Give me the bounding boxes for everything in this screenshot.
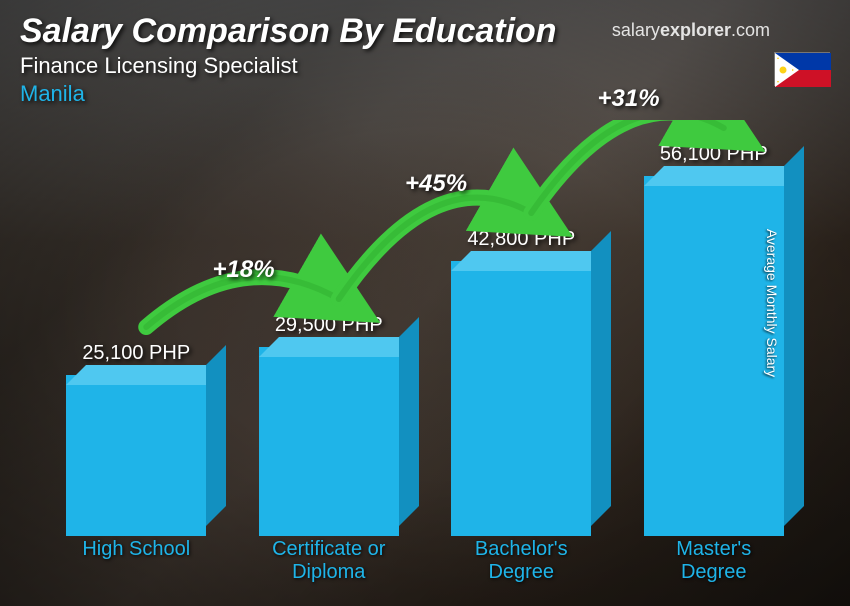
bar-category-label: Certificate orDiploma <box>239 538 419 586</box>
watermark-suffix: explorer <box>660 20 731 40</box>
bar-group: 29,500 PHP <box>239 314 419 536</box>
bar-category-label: Bachelor'sDegree <box>431 538 611 586</box>
x-axis-labels: High School Certificate orDiplomaBachelor… <box>40 538 810 586</box>
bar-3d <box>451 261 591 536</box>
bar-value-label: 25,100 PHP <box>82 342 190 365</box>
bar-value-label: 42,800 PHP <box>467 228 575 251</box>
chart-subtitle: Finance Licensing Specialist <box>20 53 830 79</box>
bar-value-label: 29,500 PHP <box>275 314 383 337</box>
flag-icon <box>774 52 830 86</box>
bar-3d <box>259 347 399 536</box>
bar-value-label: 56,100 PHP <box>660 143 768 166</box>
bar-category-label: Master'sDegree <box>624 538 804 586</box>
bar-group: 25,100 PHP <box>46 342 226 536</box>
bar-3d <box>66 375 206 536</box>
bar-3d <box>644 176 784 536</box>
bar-category-label: High School <box>46 538 226 586</box>
watermark-logo: salaryexplorer.com <box>612 20 770 41</box>
watermark-tld: .com <box>731 20 770 40</box>
watermark-prefix: salary <box>612 20 660 40</box>
bar-group: 42,800 PHP <box>431 228 611 536</box>
chart-area: 25,100 PHP 29,500 PHP 42,800 PHP 56,100 PHP… <box>40 120 810 586</box>
chart-location: Manila <box>20 81 830 107</box>
bars-container: 25,100 PHP 29,500 PHP 42,800 PHP 56,100 PHP <box>40 146 810 536</box>
y-axis-label: Average Monthly Salary <box>764 229 780 377</box>
